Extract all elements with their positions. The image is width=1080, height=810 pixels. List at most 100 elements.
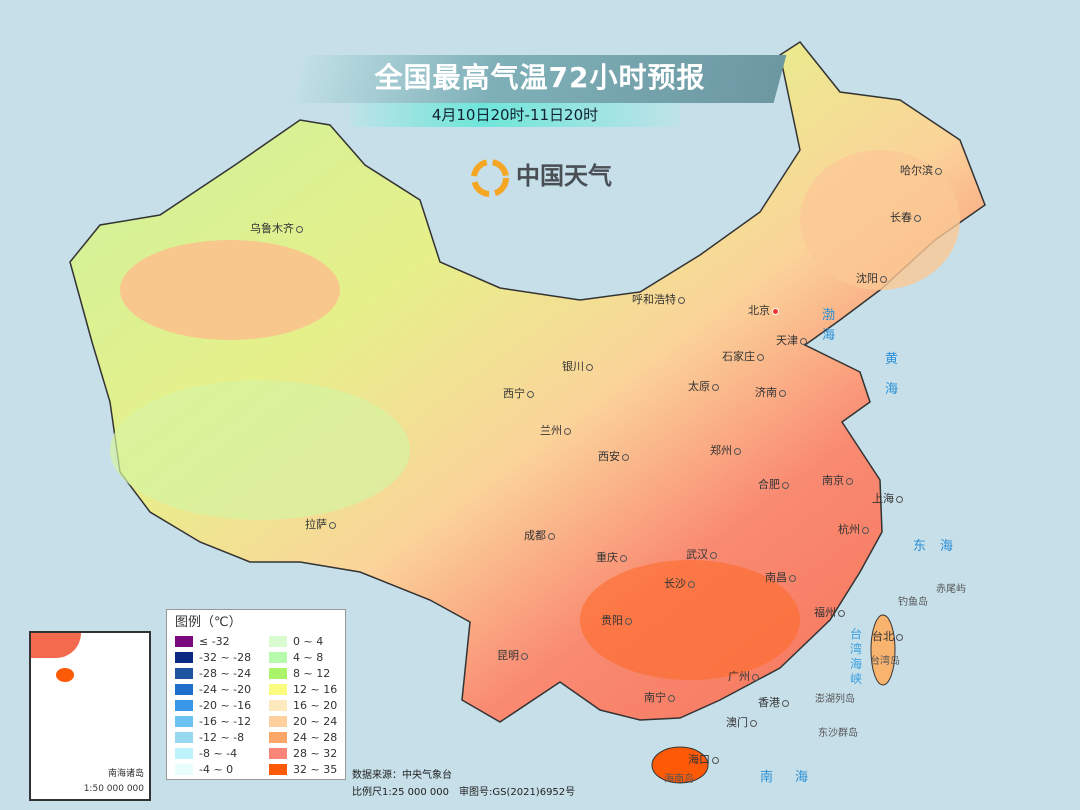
city-name: 西宁 bbox=[503, 387, 525, 400]
city-name: 南京 bbox=[822, 474, 844, 487]
legend-label: 28 ~ 32 bbox=[293, 746, 337, 760]
city-label: 南昌 bbox=[765, 571, 798, 584]
city-dot-icon bbox=[296, 225, 303, 233]
city-label: 南京 bbox=[822, 474, 855, 487]
hainan-island bbox=[651, 746, 709, 784]
sea-nanhai: 南海 bbox=[760, 770, 831, 785]
legend-swatch bbox=[175, 747, 193, 759]
legend-item: -12 ~ -8 bbox=[175, 729, 269, 745]
legend-item: -32 ~ -28 bbox=[175, 649, 269, 665]
logo-text: 中国天气 bbox=[516, 162, 612, 190]
city-label: 长春 bbox=[890, 211, 923, 224]
legend-label: ≤ -32 bbox=[199, 634, 230, 648]
city-name: 武汉 bbox=[686, 548, 708, 561]
city-dot-icon bbox=[678, 296, 685, 304]
city-dot-icon bbox=[782, 699, 789, 707]
city-name: 台北 bbox=[872, 630, 894, 643]
city-name: 昆明 bbox=[497, 649, 519, 662]
legend-label: -28 ~ -24 bbox=[199, 666, 252, 680]
city-label: 银川 bbox=[562, 360, 595, 373]
city-label: 西安 bbox=[598, 450, 631, 463]
city-label: 太原 bbox=[688, 380, 721, 393]
legend-label: -8 ~ -4 bbox=[199, 746, 238, 760]
date-range: 4月10日20时-11日20时 bbox=[431, 106, 599, 124]
legend-item: 16 ~ 20 bbox=[269, 697, 337, 713]
city-label: 重庆 bbox=[596, 551, 629, 564]
city-label: 广州 bbox=[728, 670, 761, 683]
legend-label: -4 ~ 0 bbox=[199, 762, 234, 776]
city-name: 北京 bbox=[748, 304, 770, 317]
legend-swatch bbox=[269, 683, 287, 695]
city-dot-icon bbox=[935, 167, 942, 175]
island-dongsha: 东沙群岛 bbox=[818, 728, 858, 739]
city-dot-icon bbox=[625, 617, 632, 625]
subtitle-banner bbox=[350, 103, 680, 127]
city-name: 天津 bbox=[776, 334, 798, 347]
city-name: 太原 bbox=[688, 380, 710, 393]
inset-scale: 1:50 000 000 bbox=[83, 784, 144, 794]
legend-item: -8 ~ -4 bbox=[175, 745, 269, 761]
city-name: 长春 bbox=[890, 211, 912, 224]
legend-item: 28 ~ 32 bbox=[269, 745, 337, 761]
legend-item: 12 ~ 16 bbox=[269, 681, 337, 697]
island-taiwan: 台湾岛 bbox=[870, 656, 900, 667]
legend-item: 24 ~ 28 bbox=[269, 729, 337, 745]
city-name: 成都 bbox=[524, 529, 546, 542]
city-dot-icon bbox=[521, 652, 528, 660]
island-chiwei: 赤尾屿 bbox=[936, 584, 966, 595]
legend-swatch bbox=[269, 747, 287, 759]
south-hot-region bbox=[580, 560, 800, 680]
city-dot-icon bbox=[712, 383, 719, 391]
city-name: 杭州 bbox=[838, 523, 860, 536]
city-dot-icon bbox=[710, 551, 717, 559]
city-dot-icon bbox=[668, 694, 675, 702]
city-dot-icon bbox=[896, 633, 903, 641]
city-label: 南宁 bbox=[644, 691, 677, 704]
city-dot-icon bbox=[880, 275, 887, 283]
city-dot-icon bbox=[752, 673, 759, 681]
sea-huanghai: 黄海 bbox=[885, 352, 899, 397]
legend-label: 20 ~ 24 bbox=[293, 714, 337, 728]
south-china-sea-inset: 南海诸岛 1:50 000 000 bbox=[29, 631, 151, 801]
legend-item: 4 ~ 8 bbox=[269, 649, 337, 665]
city-name: 拉萨 bbox=[305, 518, 327, 531]
city-name: 兰州 bbox=[540, 424, 562, 437]
logo-icon bbox=[471, 159, 509, 197]
legend-title: 图例（℃） bbox=[175, 615, 242, 630]
legend-label: 32 ~ 35 bbox=[293, 762, 337, 776]
city-name: 上海 bbox=[872, 492, 894, 505]
city-label: 贵阳 bbox=[601, 614, 634, 627]
legend-swatch bbox=[175, 635, 193, 647]
city-dot-icon bbox=[757, 353, 764, 361]
legend-item: -16 ~ -12 bbox=[175, 713, 269, 729]
city-name: 济南 bbox=[755, 386, 777, 399]
city-name: 香港 bbox=[758, 696, 780, 709]
city-dot-icon bbox=[846, 477, 853, 485]
legend-swatch bbox=[269, 763, 287, 775]
sea-taiwan-strait: 台湾海峡 bbox=[850, 627, 863, 686]
city-dot-icon bbox=[586, 363, 593, 371]
city-label: 澳门 bbox=[726, 716, 759, 729]
city-label: 昆明 bbox=[497, 649, 530, 662]
legend-item: 32 ~ 35 bbox=[269, 761, 337, 777]
capital-star-icon bbox=[772, 307, 779, 315]
legend-label: 0 ~ 4 bbox=[293, 634, 324, 648]
city-dot-icon bbox=[688, 580, 695, 588]
legend-swatch bbox=[175, 731, 193, 743]
city-label: 上海 bbox=[872, 492, 905, 505]
city-dot-icon bbox=[896, 495, 903, 503]
taiwan-island bbox=[870, 614, 896, 686]
city-name: 贵阳 bbox=[601, 614, 623, 627]
city-label: 杭州 bbox=[838, 523, 871, 536]
map-scale: 比例尺1:25 000 000 审图号:GS(2021)6952号 bbox=[352, 787, 576, 798]
city-label: 北京 bbox=[748, 304, 781, 317]
legend-swatch bbox=[269, 699, 287, 711]
city-dot-icon bbox=[548, 532, 555, 540]
tibet-cool-region bbox=[110, 380, 410, 520]
city-name: 海口 bbox=[688, 753, 710, 766]
legend-label: 24 ~ 28 bbox=[293, 730, 337, 744]
city-name: 合肥 bbox=[758, 478, 780, 491]
legend-label: -16 ~ -12 bbox=[199, 714, 252, 728]
legend-label: 8 ~ 12 bbox=[293, 666, 331, 680]
